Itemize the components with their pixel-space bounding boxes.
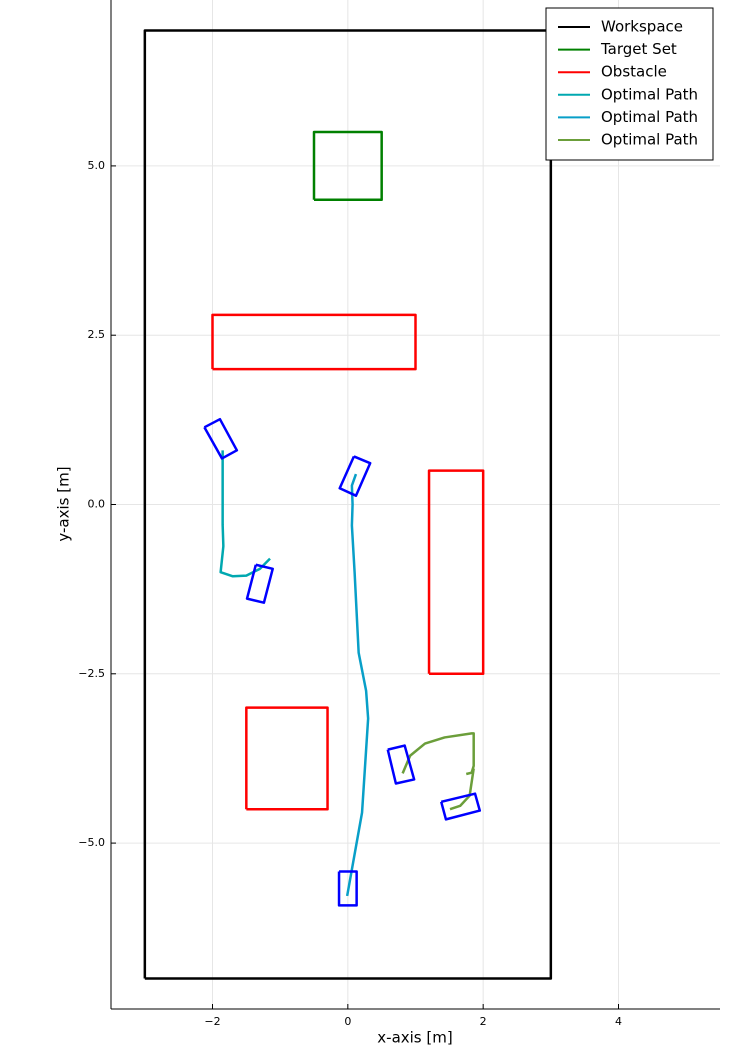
legend-label: Optimal Path xyxy=(601,85,698,103)
line xyxy=(386,744,416,785)
line xyxy=(401,732,475,776)
line xyxy=(440,792,482,821)
legend-label: Optimal Path xyxy=(601,131,698,149)
legend-label: Target Set xyxy=(600,40,677,58)
x-tick-label: 4 xyxy=(615,1015,622,1028)
x-tick-label: 2 xyxy=(480,1015,487,1028)
y-tick-label: −2.5 xyxy=(78,667,105,680)
line xyxy=(203,417,239,460)
x-axis-label: x-axis [m] xyxy=(377,1029,452,1047)
legend-label: Optimal Path xyxy=(601,108,698,126)
y-tick-label: 0.0 xyxy=(88,498,106,511)
x-tick-label: 0 xyxy=(344,1015,351,1028)
line xyxy=(211,313,417,371)
legend-label: Obstacle xyxy=(601,63,667,81)
y-axis-label: y-axis [m] xyxy=(55,466,73,541)
line xyxy=(245,563,274,604)
y-tick-label: −5.0 xyxy=(78,836,105,849)
line xyxy=(345,473,370,897)
line xyxy=(219,450,271,578)
line xyxy=(338,455,372,497)
line xyxy=(449,768,475,811)
line xyxy=(312,130,383,202)
line xyxy=(337,870,358,907)
legend-box xyxy=(545,7,714,161)
y-tick-label: 2.5 xyxy=(88,328,106,341)
line xyxy=(427,469,485,676)
legend-label: Workspace xyxy=(601,18,683,36)
y-tick-label: 5.0 xyxy=(88,159,106,172)
line xyxy=(245,706,329,811)
x-tick-label: −2 xyxy=(204,1015,220,1028)
